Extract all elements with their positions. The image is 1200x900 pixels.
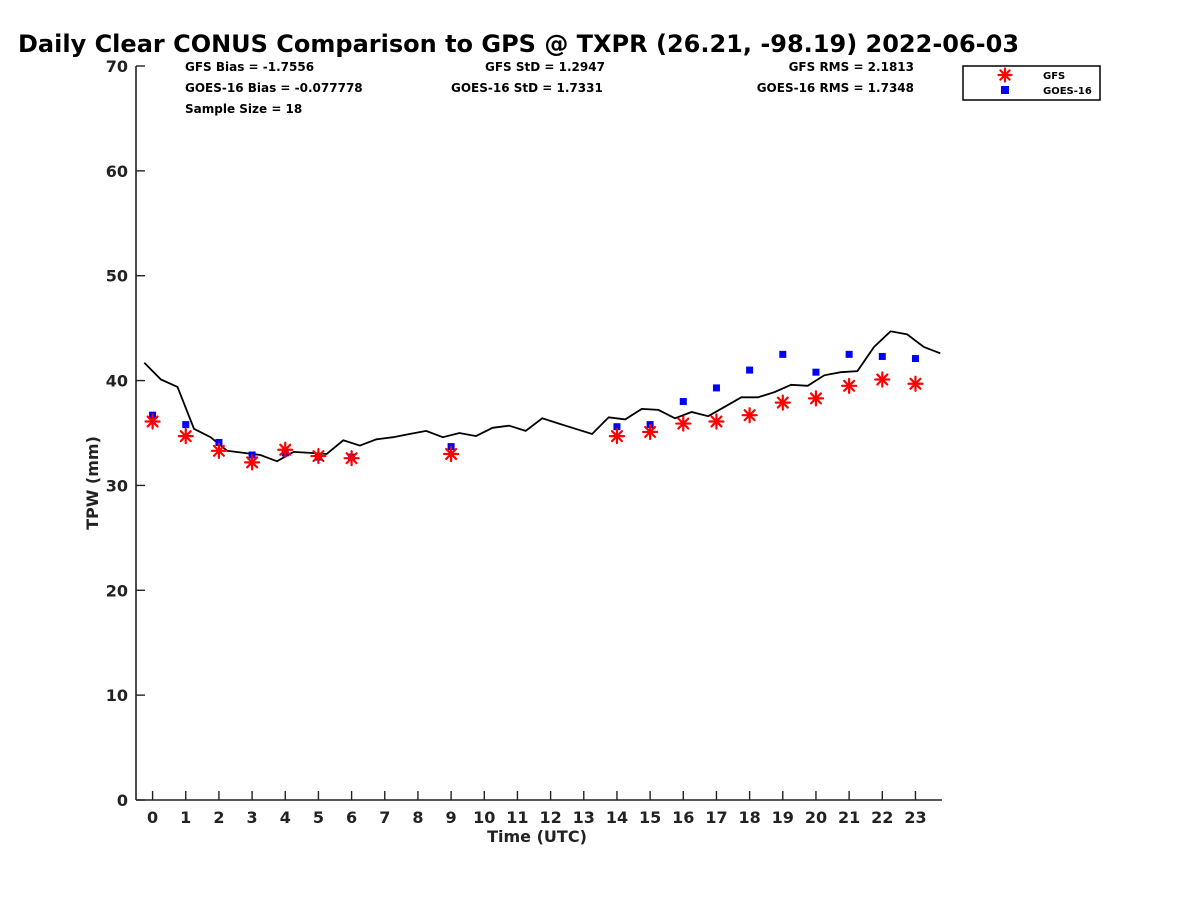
x-axis-label: Time (UTC) (487, 827, 587, 846)
y-tick-label: 0 (117, 791, 128, 810)
goes-point (746, 366, 754, 374)
goes-point (613, 423, 621, 431)
goes-point (911, 355, 919, 363)
legend-gfs-label: GFS (1043, 71, 1065, 82)
gfs-rms-stat: GFS RMS = 2.1813 (789, 60, 914, 74)
gfs-point (608, 428, 626, 445)
gfs-point (907, 375, 924, 392)
goes-point (712, 384, 720, 392)
plot-area (143, 330, 941, 471)
x-tick-label: 22 (871, 808, 893, 827)
y-tick-label: 10 (106, 686, 128, 705)
legend-gfs-asterisk-icon (997, 67, 1013, 83)
goes-point (679, 398, 687, 406)
goes-point (812, 368, 820, 376)
legend-box (962, 65, 1101, 101)
goes-point (878, 352, 886, 360)
x-tick-label: 6 (346, 808, 357, 827)
x-tick-label: 10 (473, 808, 495, 827)
x-tick-label: 9 (446, 808, 457, 827)
x-tick-label: 1 (180, 808, 191, 827)
gfs-point (310, 447, 327, 465)
gfs-point (708, 413, 725, 430)
goes-rms-stat: GOES-16 RMS = 1.7348 (757, 81, 914, 95)
y-tick-label: 70 (106, 57, 128, 76)
x-tick-label: 11 (506, 808, 528, 827)
x-tick-label: 2 (213, 808, 224, 827)
x-tick-label: 18 (738, 808, 760, 827)
gfs-point (210, 442, 228, 459)
x-tick-label: 21 (838, 808, 860, 827)
gfs-point (874, 371, 891, 388)
y-tick-label: 60 (106, 162, 128, 181)
gfs-point (343, 450, 360, 467)
x-tick-label: 12 (539, 808, 561, 827)
x-tick-label: 16 (672, 808, 694, 827)
x-tick-label: 23 (904, 808, 926, 827)
goes-point (182, 421, 190, 429)
x-tick-label: 14 (606, 808, 628, 827)
gfs-bias-stat: GFS Bias = -1.7556 (185, 60, 314, 74)
x-tick-label: 15 (639, 808, 661, 827)
goes-point (215, 438, 223, 446)
x-tick-label: 5 (313, 808, 324, 827)
y-tick-label: 50 (106, 267, 128, 286)
gfs-point (443, 445, 460, 463)
gps-series-line (143, 330, 941, 463)
legend-goes-label: GOES-16 (1043, 86, 1092, 97)
gfs-point (277, 441, 294, 458)
goes-bias-stat: GOES-16 Bias = -0.077778 (185, 81, 363, 95)
x-tick-label: 3 (247, 808, 258, 827)
x-tick-label: 8 (412, 808, 423, 827)
gfs-point (243, 454, 261, 471)
goes-point (845, 350, 853, 358)
gfs-point (841, 377, 858, 394)
gfs-point (675, 415, 692, 432)
y-tick-label: 40 (106, 372, 128, 391)
gfs-point (177, 428, 194, 445)
stats-block: GFS Bias = -1.7556 GOES-16 Bias = -0.077… (185, 60, 914, 116)
x-tick-label: 17 (705, 808, 727, 827)
x-tick-label: 19 (772, 808, 794, 827)
x-tick-label: 7 (379, 808, 390, 827)
x-tick-label: 20 (805, 808, 827, 827)
gfs-point (741, 407, 758, 424)
goes-point (779, 350, 787, 358)
y-tick-label: 30 (106, 476, 128, 495)
gfs-std-stat: GFS StD = 1.2947 (485, 60, 605, 74)
x-tick-label: 13 (573, 808, 595, 827)
legend-goes-square-icon (1001, 86, 1009, 94)
legend: GFS GOES-16 (962, 65, 1101, 101)
gfs-point (642, 423, 659, 441)
gfs-point (807, 390, 825, 407)
y-axis-label: TPW (mm) (83, 436, 102, 530)
gfs-point (774, 394, 791, 411)
chart-title: Daily Clear CONUS Comparison to GPS @ TX… (18, 30, 1020, 58)
goes-std-stat: GOES-16 StD = 1.7331 (451, 81, 603, 95)
y-tick-label: 20 (106, 581, 128, 600)
gfs-point (144, 413, 161, 430)
sample-size-stat: Sample Size = 18 (185, 102, 302, 116)
x-tick-label: 4 (280, 808, 291, 827)
x-tick-label: 0 (147, 808, 158, 827)
legend-gfs-asterisk (997, 67, 1013, 83)
